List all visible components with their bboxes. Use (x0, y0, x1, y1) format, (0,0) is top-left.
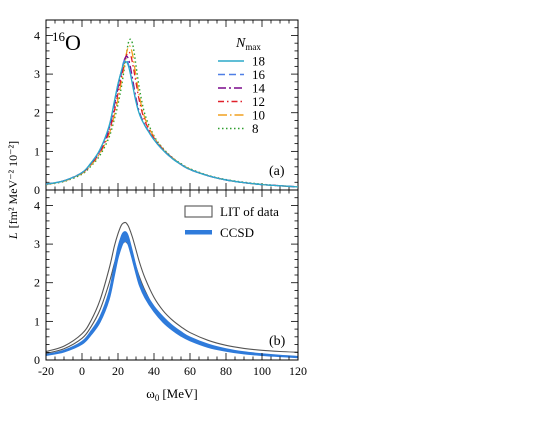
legend-a-entry-8: 8 (252, 121, 259, 136)
y-tick-label: 1 (34, 314, 40, 328)
legend-a-title-sub: max (245, 42, 261, 52)
legend-a-entry-12: 12 (252, 94, 265, 109)
panel-a-label: (a) (269, 164, 285, 179)
y-tick-label: 2 (34, 106, 40, 120)
nucleus-element: O (65, 30, 81, 55)
x-tick-label: 20 (112, 364, 124, 378)
x-tick-label: 120 (289, 364, 307, 378)
y-tick-label: 3 (34, 67, 40, 81)
band-lit-of-data (46, 221, 298, 358)
x-tick-label: 0 (79, 364, 85, 378)
legend-a-entry-14: 14 (252, 81, 266, 96)
legend-a-entry-16: 16 (252, 67, 266, 82)
legend-b-entry-lit: LIT of data (220, 204, 279, 219)
x-tick-label: 100 (253, 364, 271, 378)
y-axis-units: [fm² MeV⁻² 10⁻²] (6, 141, 20, 228)
legend-b-swatch-lit (184, 205, 213, 218)
legend-b-entry-ccsd: CCSD (220, 225, 254, 240)
y-axis-symbol: L (6, 232, 20, 240)
legend-b: LIT of data CCSD (184, 204, 279, 240)
x-tick-label: 80 (220, 364, 232, 378)
nucleus-label: 16O (52, 29, 81, 55)
y-tick-label: 0 (34, 183, 40, 197)
y-tick-label: 4 (34, 28, 40, 42)
panel-b-bands (46, 221, 298, 359)
nucleus-mass: 16 (52, 29, 66, 44)
x-tick-label: 40 (148, 364, 160, 378)
y-tick-label: 0 (34, 353, 40, 367)
y-axis-label: L [fm² MeV⁻² 10⁻²] (6, 141, 20, 240)
legend-a-title-main: N (235, 36, 246, 51)
y-tick-label: 4 (34, 198, 40, 212)
x-axis-symbol: ω (146, 386, 155, 401)
legend-b-swatch-ccsd (185, 230, 212, 235)
x-axis-subscript: 0 (155, 393, 160, 403)
panel-b-label: (b) (269, 334, 286, 349)
band-ccsd (46, 231, 298, 359)
x-tick-label: 60 (184, 364, 196, 378)
x-tick-label: -20 (38, 364, 54, 378)
y-tick-label: 1 (34, 144, 40, 158)
y-tick-label: 2 (34, 276, 40, 290)
legend-a-title: Nmax (235, 36, 261, 52)
panel-a-series (46, 38, 298, 188)
legend-a-entry-10: 10 (252, 108, 265, 123)
series-line-nmax-18 (46, 60, 298, 188)
legend-a-entry-18: 18 (252, 54, 265, 69)
x-axis-units: [MeV] (162, 386, 197, 401)
x-axis-label: ω0 [MeV] (146, 386, 197, 403)
y-tick-label: 3 (34, 237, 40, 251)
